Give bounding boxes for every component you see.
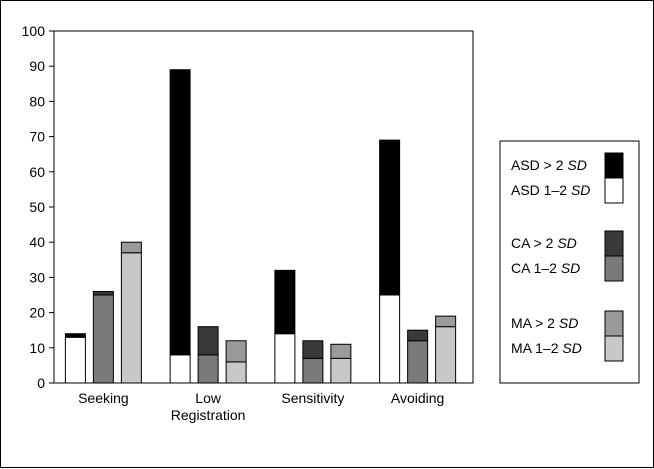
bar-seeking-asd-2-sd — [64, 333, 86, 338]
x-category-label: Low Registration — [171, 390, 246, 423]
bar-sensitivity-ma-2-sd — [330, 343, 352, 359]
bar-sensitivity-ma-1-2-sd — [330, 357, 352, 384]
bar-sensitivity-asd-2-sd — [274, 269, 296, 335]
legend-label: MA 1–2 SD — [511, 340, 582, 356]
bars — [64, 69, 457, 384]
bar-seeking-asd-1-2-sd — [64, 336, 86, 384]
legend-label: MA > 2 SD — [511, 315, 578, 331]
legend-swatch — [604, 177, 624, 204]
bar-seeking-ca-2-sd — [92, 290, 114, 296]
x-category-label: Sensitivity — [281, 390, 344, 406]
bar-low-registration-ma-1-2-sd — [225, 361, 247, 384]
y-tick-label: 0 — [37, 375, 45, 391]
y-tick-label: 10 — [29, 340, 45, 356]
legend-label: CA 1–2 SD — [511, 260, 580, 276]
bar-avoiding-asd-1-2-sd — [379, 294, 401, 384]
legend-swatch — [604, 255, 624, 282]
axes: 0 10 20 30 40 50 60 70 80 90 100 — [22, 23, 474, 391]
y-tick-label: 70 — [29, 129, 45, 145]
bar-seeking-ca-1-2-sd — [92, 294, 114, 384]
y-tick-label: 100 — [22, 23, 46, 39]
x-category-label: Seeking — [78, 390, 129, 406]
bar-low-registration-asd-1-2-sd — [169, 354, 191, 384]
legend-swatch — [604, 335, 624, 362]
bar-avoiding-ma-1-2-sd — [435, 326, 457, 384]
legend-swatch — [604, 310, 624, 337]
legend-swatch — [604, 230, 624, 257]
y-tick-label: 90 — [29, 58, 45, 74]
bar-low-registration-ca-1-2-sd — [197, 354, 219, 384]
y-tick-label: 80 — [29, 93, 45, 109]
bar-low-registration-ca-2-sd — [197, 326, 219, 356]
bar-seeking-ma-1-2-sd — [120, 252, 142, 384]
legend-label: ASD 1–2 SD — [511, 182, 590, 198]
legend: ASD > 2 SD ASD 1–2 SD CA > 2 SD CA 1–2 SD MA… — [499, 140, 640, 384]
bar-avoiding-ma-2-sd — [435, 315, 457, 328]
bar-sensitivity-ca-1-2-sd — [302, 357, 324, 384]
bar-avoiding-ca-2-sd — [407, 329, 429, 342]
y-tick-label: 30 — [29, 269, 45, 285]
bar-avoiding-asd-2-sd — [379, 139, 401, 296]
y-tick-label: 50 — [29, 199, 45, 215]
bar-avoiding-ca-1-2-sd — [407, 340, 429, 384]
x-category-label: Avoiding — [391, 390, 444, 406]
bar-low-registration-asd-2-sd — [169, 69, 191, 356]
y-tick-label: 40 — [29, 234, 45, 250]
legend-label: ASD > 2 SD — [511, 157, 587, 173]
category-labels: Seeking Low Registration Sensitivity Avoidin… — [78, 390, 444, 423]
bar-low-registration-ma-2-sd — [225, 340, 247, 363]
y-tick-label: 20 — [29, 305, 45, 321]
legend-label: CA > 2 SD — [511, 235, 577, 251]
bar-sensitivity-ca-2-sd — [302, 340, 324, 359]
legend-swatch — [604, 152, 624, 179]
bar-seeking-ma-2-sd — [120, 241, 142, 254]
y-tick-label: 60 — [29, 164, 45, 180]
bar-sensitivity-asd-1-2-sd — [274, 333, 296, 384]
